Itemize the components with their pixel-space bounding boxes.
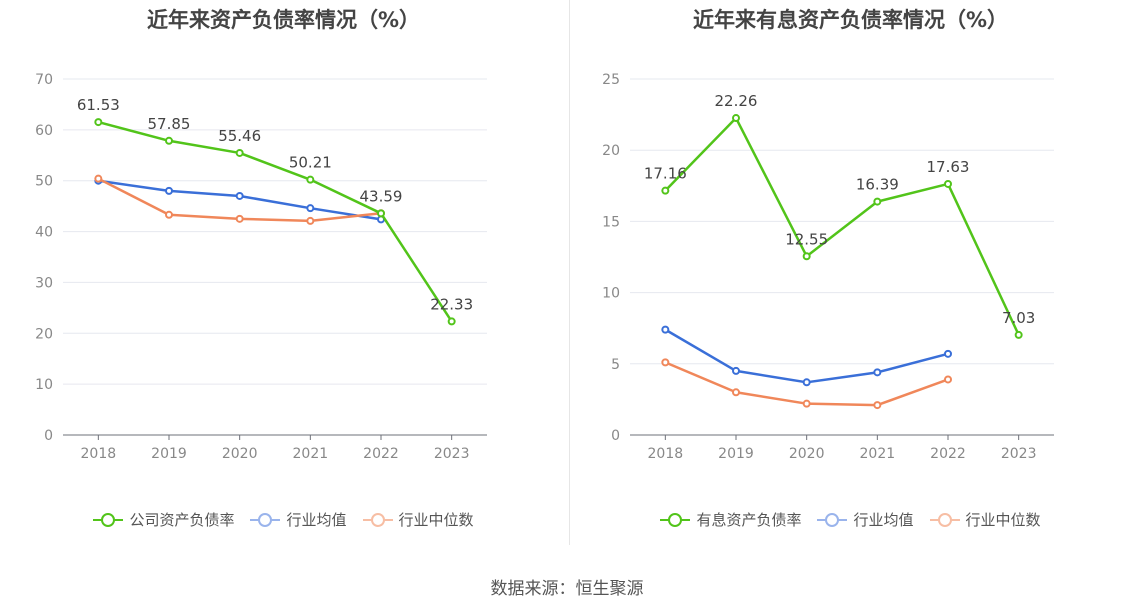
data-point [235,148,244,157]
legend-line-marker-icon [929,512,960,528]
x-tick-label: 2022 [363,446,399,462]
y-tick-label: 10 [35,377,53,393]
x-tick-label: 2023 [1001,446,1037,462]
data-point [873,197,882,206]
y-tick-label: 30 [35,275,53,291]
data-point [447,317,456,326]
series-line-1 [664,328,949,384]
chart-panel-debt-ratio: 近年来资产负债率情况（%） 0 10 20 30 40 50 60 70 2018 2019 202… [0,0,567,560]
data-label: 50.21 [289,154,332,172]
data-point [165,186,173,195]
line-chart-debt-ratio: 0 10 20 30 40 50 60 70 2018 2019 2020 2021 2022 2023 6… [35,72,487,462]
legend-line-marker-icon [250,512,281,528]
data-point [944,349,952,358]
legend-item-industry-mean[interactable]: 行业均值 [817,509,914,530]
series-line-0 [664,116,1020,336]
data-point [802,378,811,387]
y-tick-label: 0 [611,428,620,444]
data-point [306,216,315,225]
legend-line-marker-icon [362,512,393,528]
data-label: 17.63 [927,158,970,176]
x-tick-label: 2020 [789,446,825,462]
data-point [306,175,315,184]
data-point [732,366,740,375]
data-point [661,325,670,334]
x-tick-label: 2022 [930,446,966,462]
y-tick-label: 60 [35,123,53,139]
x-tick-label: 2020 [222,446,258,462]
data-point [732,388,740,397]
y-tick-label: 5 [611,357,620,373]
data-label: 43.59 [360,187,403,205]
legend-label: 行业中位数 [398,511,474,529]
legend-label: 公司资产负债率 [129,511,235,529]
data-label: 22.26 [715,92,758,110]
chart-title: 近年来有息资产负债率情况（%） [692,8,1009,32]
line-chart-interest-bearing-debt-ratio: 0 5 10 15 20 25 2018 2019 2020 2021 2022 2023 17.16 2… [602,72,1054,462]
data-point [235,214,244,223]
data-point [306,204,315,213]
data-label: 22.33 [430,295,473,313]
x-tick-label: 2023 [434,446,470,462]
data-point [944,375,952,384]
data-point [377,209,385,218]
data-point [1014,330,1023,339]
legend-item-industry-median[interactable]: 行业中位数 [929,509,1041,530]
legend-label: 行业中位数 [965,511,1041,529]
data-point [802,252,811,261]
data-point [802,399,811,408]
chart-panel-interest-bearing-debt-ratio: 近年来有息资产负债率情况（%） 0 5 10 15 20 25 2018 2019 2020 20… [567,0,1134,560]
legend-item-company-debt-ratio[interactable]: 公司资产负债率 [93,509,234,530]
data-label: 12.55 [785,230,828,248]
legend-line-marker-icon [817,512,848,528]
x-tick-label: 2019 [718,446,754,462]
y-tick-label: 15 [602,214,620,230]
chart-legend: 公司资产负债率 行业均值 行业中位数 [0,509,567,530]
x-tick-label: 2018 [648,446,684,462]
legend-item-interest-bearing-debt-ratio[interactable]: 有息资产负债率 [660,509,801,530]
data-label: 55.46 [218,127,261,145]
data-label: 57.85 [148,115,191,133]
chart-title: 近年来资产负债率情况（%） [146,8,421,32]
y-tick-label: 25 [602,72,620,88]
data-source-note: 数据来源：恒生聚源 [490,579,644,599]
data-label: 16.39 [856,176,899,194]
data-point [165,210,173,219]
data-label: 7.03 [1002,309,1035,327]
chart-legend: 有息资产负债率 行业均值 行业中位数 [567,509,1134,530]
data-point [235,191,244,200]
panel-divider [569,0,570,545]
data-point [165,136,173,145]
y-tick-label: 70 [35,72,53,88]
data-point [873,401,882,410]
legend-line-marker-icon [660,512,691,528]
y-tick-label: 10 [602,286,620,302]
data-label: 61.53 [77,96,120,114]
data-point [732,114,740,123]
data-point [944,179,952,188]
y-tick-label: 40 [35,225,53,241]
legend-label: 有息资产负债率 [696,511,802,529]
legend-item-industry-median[interactable]: 行业中位数 [362,509,474,530]
y-tick-label: 20 [35,326,53,342]
legend-item-industry-mean[interactable]: 行业均值 [250,509,347,530]
y-tick-label: 0 [44,428,53,444]
legend-label: 行业均值 [286,511,347,529]
x-tick-label: 2018 [81,446,117,462]
series-line-0 [98,120,453,323]
x-tick-label: 2019 [151,446,187,462]
data-point [873,368,882,377]
x-tick-label: 2021 [860,446,896,462]
data-label: 17.16 [644,165,687,183]
data-point [94,174,103,183]
x-tick-label: 2021 [293,446,329,462]
y-tick-label: 50 [35,174,53,190]
y-tick-label: 20 [602,143,620,159]
data-point [94,118,103,127]
data-point [661,358,670,367]
data-point [661,186,670,195]
legend-line-marker-icon [93,512,124,528]
legend-label: 行业均值 [853,511,914,529]
